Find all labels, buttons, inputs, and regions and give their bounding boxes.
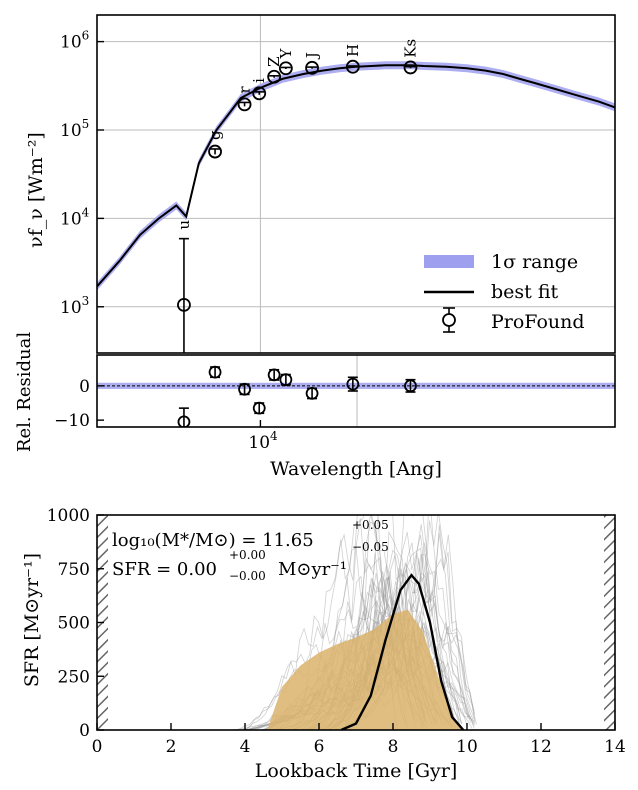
sfh-sfr-unit: M⊙yr⁻¹ xyxy=(278,559,347,580)
sed-profound-errorbars xyxy=(178,65,416,353)
sfh-x-tick-label: 8 xyxy=(388,737,399,757)
sfh-mass-annotation: log₁₀(M*/M⊙) = 11.65 +0.05 −0.05 xyxy=(112,518,389,554)
sfh-sfr-annotation: SFR = 0.00 +0.00 −0.00 M⊙yr⁻¹ xyxy=(112,548,347,583)
sed-1sigma-band xyxy=(97,61,615,291)
sed-y-tick-exponent: 6 xyxy=(82,29,90,43)
residual-y-tick-label: 0 xyxy=(79,377,90,397)
sfh-best-fit-line xyxy=(340,573,465,730)
residual-point xyxy=(404,379,417,393)
residual-y-tick-label: −10 xyxy=(54,411,90,431)
sed-y-tick-label: 105 xyxy=(60,117,89,141)
sed-y-tick-exponent: 5 xyxy=(82,117,90,131)
residual-point xyxy=(267,368,281,382)
sfh-mass-sup: +0.05 xyxy=(352,518,389,532)
sed-y-tick-label: 103 xyxy=(60,294,89,318)
sfh-x-tick-label: 6 xyxy=(314,737,325,757)
sfh-sfr-sub: −0.00 xyxy=(229,569,266,583)
sfh-x-axis-label: Lookback Time [Gyr] xyxy=(255,760,458,782)
sed-filter-labels: u g ri ZY J H Ks xyxy=(175,39,420,230)
sfh-x-tick-label: 2 xyxy=(166,737,177,757)
sfh-sample-trace xyxy=(241,515,425,730)
residual-x-axis-ticks: 104 xyxy=(248,420,278,453)
sed-y-axis-ticks: 103 104 105 106 xyxy=(60,29,104,318)
sfh-y-tick-label: 750 xyxy=(58,560,90,580)
sfh-mass-text: log₁₀(M*/M⊙) = 11.65 xyxy=(112,530,314,551)
sfh-y-axis-ticks: 0 250 500 750 1000 xyxy=(47,506,104,741)
sfh-sample-trace xyxy=(236,515,428,730)
residual-point xyxy=(252,401,266,415)
residual-y-axis-label: Rel. Residual xyxy=(14,332,35,452)
filter-label: r xyxy=(236,85,254,93)
sfh-y-tick-label: 500 xyxy=(58,614,90,634)
sed-legend: 1σ range best fit ProFound xyxy=(424,251,585,333)
residual-point xyxy=(177,415,191,427)
sfh-sfr-sup: +0.00 xyxy=(229,548,266,562)
legend-entry-profound: ProFound xyxy=(491,311,585,333)
sed-profound-point xyxy=(252,86,267,101)
sed-frame xyxy=(96,14,616,354)
legend-point-swatch xyxy=(442,313,456,327)
sfh-x-axis-ticks: 0 2 4 6 8 10 12 14 xyxy=(92,723,626,757)
filter-label: u xyxy=(175,220,193,230)
sfh-hatch-right xyxy=(604,515,615,730)
sed-profound-point xyxy=(208,144,222,159)
sfh-y-tick-label: 0 xyxy=(79,721,90,741)
sfh-x-tick-label: 10 xyxy=(456,737,478,757)
sfh-x-tick-label: 4 xyxy=(240,737,251,757)
filter-label: H xyxy=(344,44,362,57)
legend-band-swatch xyxy=(424,255,474,268)
residual-point xyxy=(346,377,360,391)
sed-profound-point xyxy=(267,69,282,84)
sed-gridlines xyxy=(97,15,615,353)
residual-x-tick-label: 104 xyxy=(248,429,278,453)
sfh-x-tick-label: 0 xyxy=(92,737,103,757)
sed-profound-point xyxy=(278,61,293,76)
residual-point xyxy=(305,386,319,400)
residual-panel: −10 0 104 Rel. Residual Wavelength [Ang] xyxy=(14,332,616,480)
sed-panel: u g ri ZY J H Ks 103 104 105 106 νf_ν [Wm⁻²] 1σ r… xyxy=(25,14,616,354)
sfh-sfr-text: SFR = 0.00 xyxy=(112,559,217,580)
sed-y-axis-label: νf_ν [Wm⁻²] xyxy=(25,132,47,248)
filter-label: Y xyxy=(277,47,295,59)
sfh-y-axis-label: SFR [M⊙yr⁻¹] xyxy=(21,553,43,687)
filter-label: Z xyxy=(265,56,283,66)
sed-profound-point xyxy=(177,298,191,312)
sed-y-tick-exponent: 3 xyxy=(82,294,90,308)
sfh-y-tick-label: 1000 xyxy=(47,506,90,526)
filter-label: Ks xyxy=(401,39,419,58)
sed-profound-point xyxy=(403,60,418,75)
sed-profound-point xyxy=(237,97,252,112)
filter-label: i xyxy=(250,78,268,83)
residual-frame xyxy=(96,354,616,428)
residual-x-axis-label: Wavelength [Ang] xyxy=(270,458,442,480)
residual-points xyxy=(177,365,417,427)
sed-profound-point xyxy=(305,60,319,75)
filter-label: J xyxy=(303,52,321,60)
sed-profound-points xyxy=(177,59,418,312)
sfh-mass-sub: −0.05 xyxy=(352,540,389,554)
sed-y-tick-label: 106 xyxy=(60,29,89,53)
legend-entry-best-fit: best fit xyxy=(491,281,559,303)
residual-y-axis-ticks: −10 0 xyxy=(54,377,104,431)
filter-label: g xyxy=(206,130,224,140)
residual-1sigma-band xyxy=(97,382,615,389)
sed-profound-point xyxy=(345,59,360,74)
sfh-range-area xyxy=(267,609,464,730)
residual-point xyxy=(238,382,251,396)
residual-point xyxy=(279,373,293,387)
sed-y-tick-label: 104 xyxy=(60,205,90,229)
sed-y-tick-exponent: 4 xyxy=(82,205,90,219)
residual-point xyxy=(208,365,222,379)
residual-x-tick-exponent: 4 xyxy=(270,429,278,443)
sfh-x-tick-label: 14 xyxy=(604,737,626,757)
sfh-y-tick-label: 250 xyxy=(58,667,90,687)
sfh-x-tick-label: 12 xyxy=(530,737,552,757)
legend-entry-band: 1σ range xyxy=(491,251,578,273)
